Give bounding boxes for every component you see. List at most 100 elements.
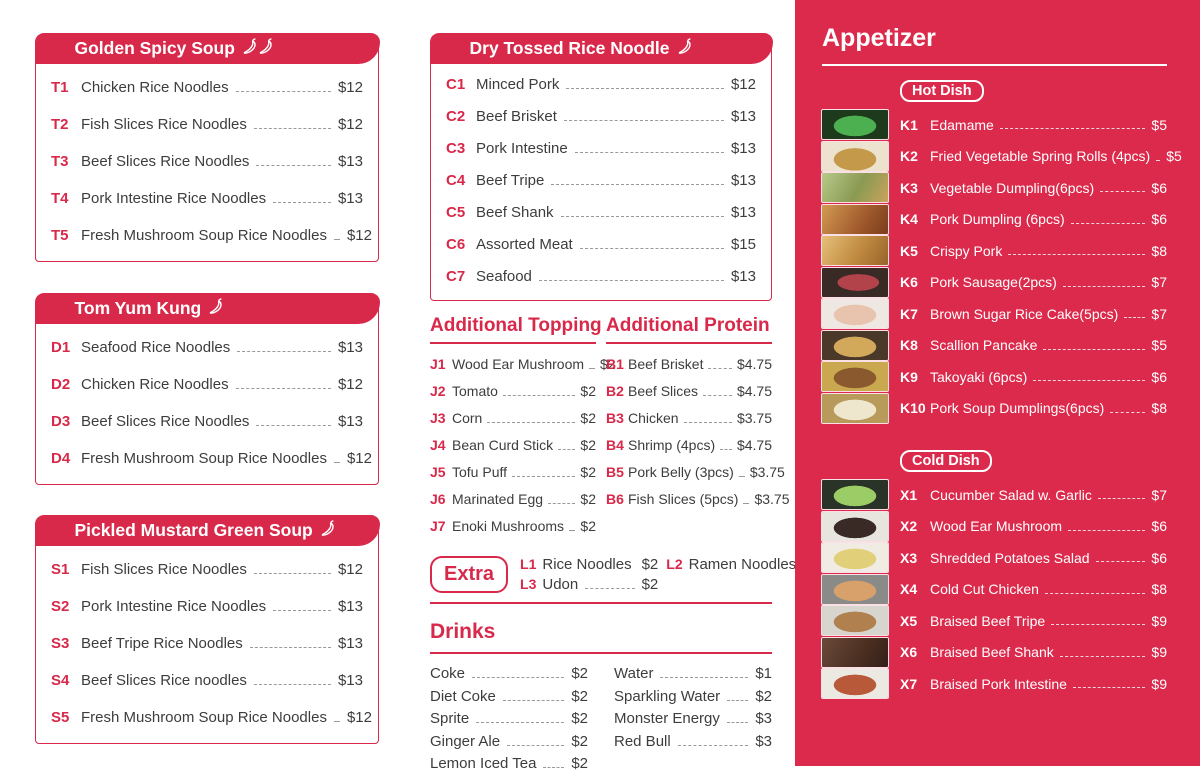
item-price: $13 [731, 172, 756, 189]
item-code: J6 [430, 491, 452, 507]
item-name: Wood Ear Mushroom [930, 518, 1062, 534]
item-name: Chicken [628, 410, 679, 426]
menu-item-row: J2 Tomato $2 [430, 378, 596, 405]
dotted-leader [487, 422, 575, 423]
dish-photo [822, 543, 888, 572]
item-price: $3.75 [750, 464, 785, 480]
dotted-leader [1071, 223, 1146, 224]
item-code: K2 [900, 148, 930, 164]
menu-item-row: J4 Bean Curd Stick $2 [430, 432, 596, 459]
menu-item-row: T1 Chicken Rice Noodles $12 [36, 69, 378, 106]
chili-icon [208, 297, 224, 315]
menu-item-row: K8 Scallion Pancake $5 [822, 330, 1167, 362]
item-code: L1 [520, 556, 536, 572]
dotted-leader [1051, 624, 1145, 625]
dish-photo [822, 512, 888, 541]
item-code: K10 [900, 400, 930, 416]
dotted-leader [1008, 254, 1145, 255]
section-dry-tossed-rice-noodle: Dry Tossed Rice Noodle C1 Minced Pork $1… [430, 33, 772, 301]
item-price: $12 [338, 79, 363, 96]
menu-item-row: K4 Pork Dumpling (6pcs) $6 [822, 204, 1167, 236]
dotted-leader [237, 351, 331, 352]
item-name: Water [614, 665, 653, 682]
item-name: Shrimp (4pcs) [628, 437, 715, 453]
item-code: B6 [606, 491, 628, 507]
item-price: $2 [642, 556, 659, 573]
item-price: $9 [1151, 676, 1167, 692]
addons-columns: Additional Topping J1 Wood Ear Mushroom … [430, 315, 772, 540]
item-code: S3 [51, 635, 81, 652]
dish-photo [822, 638, 888, 667]
dish-photo [822, 362, 888, 391]
item-price: $2 [580, 464, 596, 480]
section-title: Pickled Mustard Green Soup [75, 520, 313, 541]
menu-item-row: K6 Pork Sausage(2pcs) $7 [822, 267, 1167, 299]
item-code: X1 [900, 487, 930, 503]
item-name: Braised Beef Tripe [930, 613, 1045, 629]
chili-icon [320, 519, 336, 537]
dotted-leader [539, 280, 724, 281]
item-name: Edamame [930, 117, 994, 133]
item-code: K7 [900, 306, 930, 322]
menu-item-row: B1 Beef Brisket $4.75 [606, 351, 772, 378]
item-price: $2 [571, 688, 588, 705]
item-name: Minced Pork [476, 76, 559, 93]
item-name: Fresh Mushroom Soup Rice Noodles [81, 709, 327, 726]
chili-icon [242, 37, 258, 55]
item-price: $1 [755, 665, 772, 682]
dotted-leader [684, 422, 732, 423]
item-name: Takoyaki (6pcs) [930, 369, 1027, 385]
drink-item-row: Sparkling Water $2 [614, 685, 772, 708]
menu-item-row: T3 Beef Slices Rice Noodles $13 [36, 143, 378, 180]
section-header: Pickled Mustard Green Soup [35, 515, 380, 546]
dotted-leader [727, 700, 748, 701]
item-price: $7 [1151, 306, 1167, 322]
additional-protein-section: Additional Protein B1 Beef Brisket $4.75… [606, 315, 772, 540]
appetizer-title: Appetizer [822, 24, 1167, 66]
item-code: L3 [520, 576, 536, 592]
item-price: $2 [571, 710, 588, 727]
dotted-leader [503, 700, 564, 701]
item-name: Red Bull [614, 733, 671, 750]
menu-item-row: X2 Wood Ear Mushroom $6 [822, 511, 1167, 543]
item-price: $13 [338, 413, 363, 430]
drink-item-row: Water $1 [614, 663, 772, 686]
item-price: $13 [338, 339, 363, 356]
item-name: Beef Slices Rice noodles [81, 672, 247, 689]
item-code: K4 [900, 211, 930, 227]
item-code: B3 [606, 410, 628, 426]
item-name: Assorted Meat [476, 236, 573, 253]
item-price: $4.75 [737, 437, 772, 453]
drink-item-row: Sprite $2 [430, 708, 588, 731]
item-price: $13 [731, 204, 756, 221]
dotted-leader [575, 152, 724, 153]
item-price: $3 [755, 710, 772, 727]
drink-item-row: Coke $2 [430, 663, 588, 686]
item-price: $3.75 [737, 410, 772, 426]
drink-item-row: Monster Energy $3 [614, 708, 772, 731]
menu-item-row: J7 Enoki Mushrooms $2 [430, 513, 596, 540]
item-name: Pork Intestine [476, 140, 568, 157]
menu-item-row: X3 Shredded Potatoes Salad $6 [822, 542, 1167, 574]
menu-item-row: C7 Seafood $13 [431, 261, 771, 293]
item-code: S1 [51, 561, 81, 578]
drink-item-row: Red Bull $3 [614, 730, 772, 753]
extra-label: Extra [430, 556, 508, 593]
dotted-leader [703, 395, 732, 396]
item-name: Monster Energy [614, 710, 720, 727]
dotted-leader [585, 588, 634, 589]
item-code: B5 [606, 464, 628, 480]
item-code: D4 [51, 450, 81, 467]
extra-section: Extra L1 Rice Noodles $2 L2 Ramen Noodle… [430, 556, 772, 604]
item-name: Lemon Iced Tea [430, 755, 536, 772]
item-code: J5 [430, 464, 452, 480]
menu-item-row: K1 Edamame $5 [822, 109, 1167, 141]
dish-photo [822, 480, 888, 509]
item-name: Marinated Egg [452, 491, 543, 507]
item-code: T4 [51, 190, 81, 207]
dotted-leader [543, 767, 564, 768]
dotted-leader [1073, 687, 1145, 688]
item-price: $2 [571, 755, 588, 772]
item-name: Pork Intestine Rice Noodles [81, 598, 266, 615]
dotted-leader [739, 476, 745, 477]
